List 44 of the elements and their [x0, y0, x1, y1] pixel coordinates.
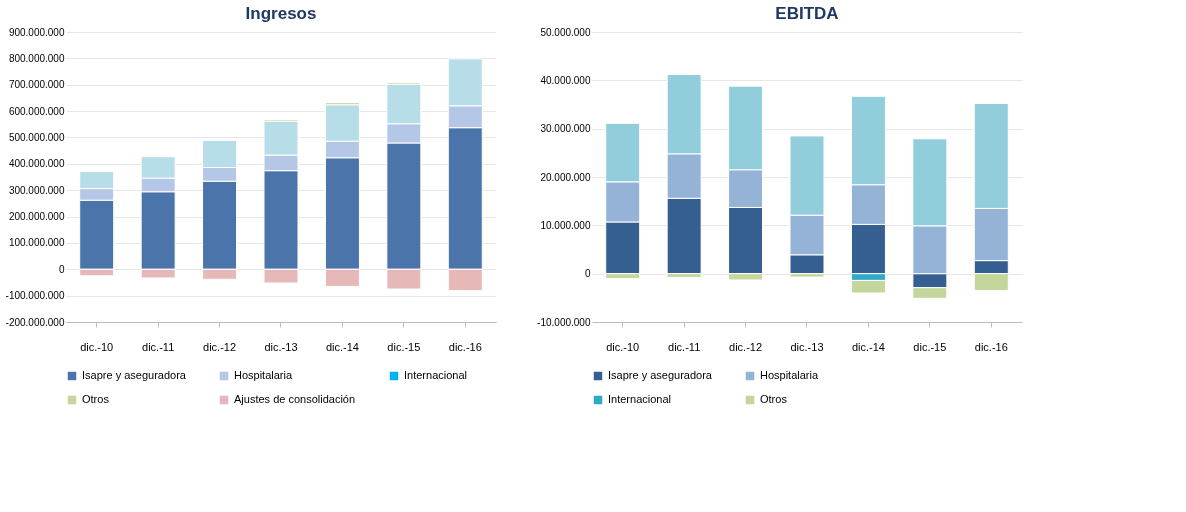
- y-tick-label: 30.000.000: [540, 123, 591, 135]
- y-tick-label: 600.000.000: [8, 105, 65, 117]
- y-tick-label: 100.000.000: [8, 237, 65, 249]
- y-tick-label: 700.000.000: [8, 79, 65, 91]
- y-tick-label: -10.000.000: [537, 316, 591, 328]
- y-tick-label: 400.000.000: [8, 158, 65, 170]
- x-tick-label: dic.-13: [790, 340, 824, 353]
- y-tick-label: 800.000.000: [8, 52, 65, 64]
- y-tick-label: 300.000.000: [8, 184, 65, 196]
- y-tick-label: 40.000.000: [540, 74, 591, 86]
- x-tick-label: dic.-16: [448, 340, 482, 353]
- y-tick-label: 0: [584, 268, 591, 280]
- y-tick-label: 10.000.000: [540, 219, 591, 231]
- y-tick-label: 500.000.000: [8, 131, 65, 143]
- y-tick-label: -200.000.000: [5, 316, 65, 328]
- x-tick-label: dic.-13: [264, 340, 298, 353]
- legend-label: Otros: [82, 393, 110, 405]
- y-tick-label: 50.000.000: [540, 26, 591, 38]
- x-tick-label: dic.-10: [80, 340, 114, 353]
- chart-title: EBITDA: [775, 4, 839, 23]
- chart-title: Ingresos: [245, 4, 317, 23]
- y-tick-label: 20.000.000: [540, 171, 591, 183]
- x-tick-label: dic.-10: [606, 340, 640, 353]
- x-tick-label: dic.-14: [851, 340, 885, 353]
- legend-label: Isapre y aseguradora: [82, 369, 187, 381]
- x-tick-label: dic.-16: [974, 340, 1008, 353]
- x-tick-label: dic.-11: [142, 340, 175, 353]
- legend-label: Otros: [760, 393, 788, 405]
- legend-label: Internacional: [404, 369, 467, 381]
- y-tick-label: 0: [58, 263, 65, 275]
- legend-label: Internacional: [608, 393, 671, 405]
- legend-label: Ajustes de consolidación: [234, 393, 356, 405]
- y-tick-label: 200.000.000: [8, 211, 65, 223]
- x-tick-label: dic.-14: [325, 340, 359, 353]
- legend-label: Isapre y aseguradora: [608, 369, 713, 381]
- y-tick-label: -100.000.000: [5, 290, 65, 302]
- x-tick-label: dic.-15: [913, 340, 947, 353]
- x-tick-label: dic.-12: [203, 340, 237, 353]
- legend-label: Hospitalaria: [760, 369, 819, 381]
- legend-label: Hospitalaria: [234, 369, 293, 381]
- x-tick-label: dic.-15: [387, 340, 421, 353]
- y-tick-label: 900.000.000: [8, 26, 65, 38]
- x-tick-label: dic.-11: [668, 340, 701, 353]
- x-tick-label: dic.-12: [729, 340, 763, 353]
